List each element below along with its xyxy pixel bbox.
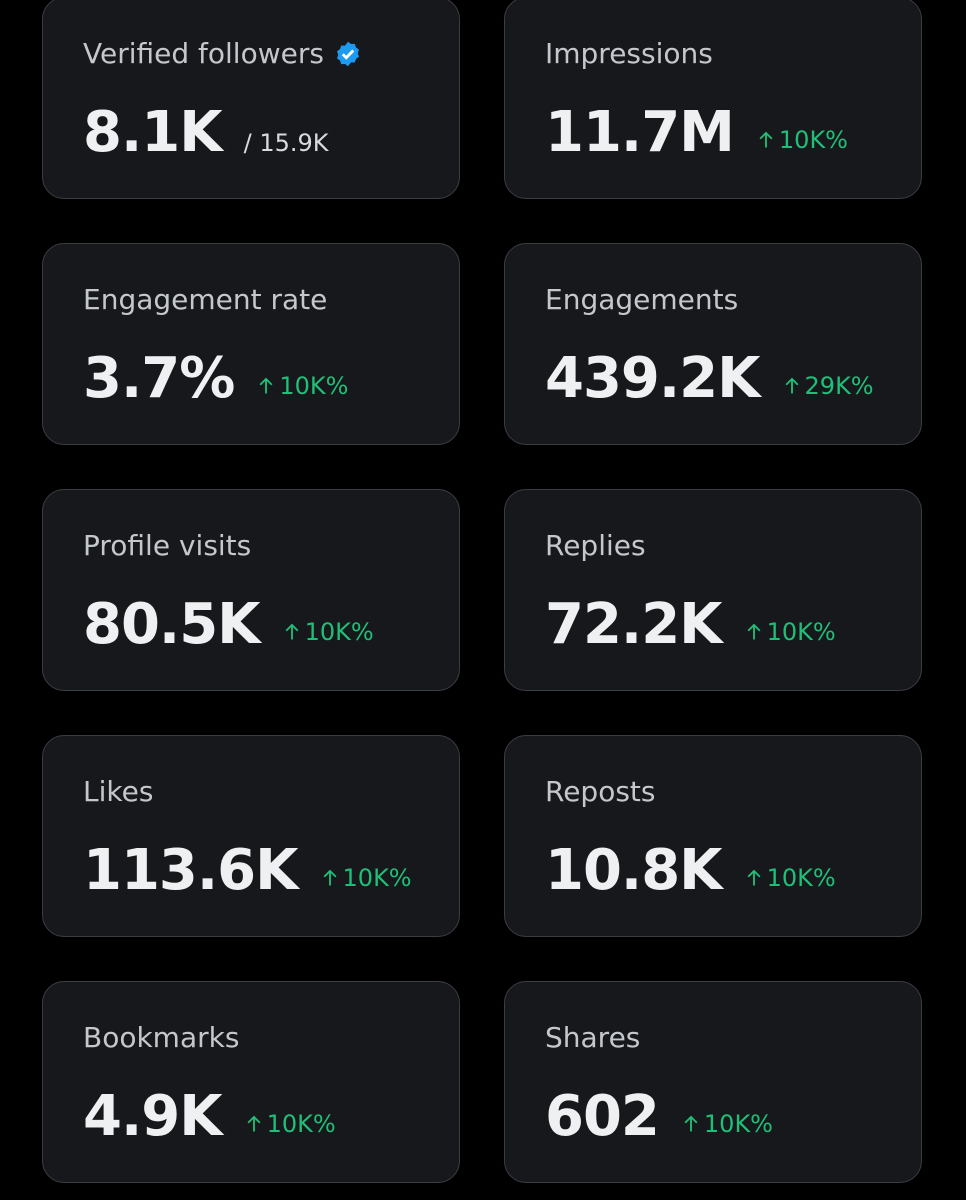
stat-row: 602 10K% <box>545 1084 773 1149</box>
stat-change-text: 29K% <box>804 372 874 400</box>
stat-value: 10.8K <box>545 838 723 903</box>
stat-change: 10K% <box>282 618 374 646</box>
up-arrow-icon <box>323 869 337 886</box>
stat-label-text: Likes <box>83 775 154 808</box>
stat-card: Shares 602 10K% <box>504 981 922 1183</box>
stat-card: Replies 72.2K 10K% <box>504 489 922 691</box>
stat-label-text: Replies <box>545 529 646 562</box>
stat-label: Reposts <box>545 774 655 810</box>
stat-total: / 15.9K <box>243 129 329 157</box>
stat-change: 10K% <box>744 864 836 892</box>
stat-label: Verified followers <box>83 36 362 72</box>
stat-label-text: Engagements <box>545 283 739 316</box>
stat-card: Reposts 10.8K 10K% <box>504 735 922 937</box>
stat-change-text: 10K% <box>279 372 349 400</box>
stat-value: 72.2K <box>545 592 723 657</box>
stat-row: 439.2K 29K% <box>545 346 874 411</box>
stat-change: 10K% <box>756 126 848 154</box>
stat-row: 11.7M 10K% <box>545 100 848 165</box>
stat-label-text: Reposts <box>545 775 656 808</box>
stat-change: 10K% <box>320 864 412 892</box>
stat-value: 11.7M <box>545 100 735 165</box>
up-arrow-icon <box>759 131 773 148</box>
stat-label: Engagement rate <box>83 282 327 318</box>
stat-change-text: 10K% <box>766 864 836 892</box>
stat-label-text: Bookmarks <box>83 1021 240 1054</box>
stat-label: Impressions <box>545 36 713 72</box>
stat-card: Bookmarks 4.9K 10K% <box>42 981 460 1183</box>
stat-value: 3.7% <box>83 346 235 411</box>
stat-row: 8.1K / 15.9K <box>83 100 329 165</box>
stat-change: 10K% <box>744 618 836 646</box>
stat-label: Bookmarks <box>83 1020 239 1056</box>
up-arrow-icon <box>247 1115 261 1132</box>
stat-row: 10.8K 10K% <box>545 838 836 903</box>
stat-label: Profile visits <box>83 528 251 564</box>
stat-change-text: 10K% <box>342 864 412 892</box>
stat-row: 3.7% 10K% <box>83 346 348 411</box>
stat-card: Engagement rate 3.7% 10K% <box>42 243 460 445</box>
stat-label-text: Shares <box>545 1021 641 1054</box>
up-arrow-icon <box>747 869 761 886</box>
up-arrow-icon <box>285 623 299 640</box>
stat-label: Likes <box>83 774 153 810</box>
stat-label-text: Engagement rate <box>83 283 328 316</box>
stat-change-text: 10K% <box>778 126 848 154</box>
up-arrow-icon <box>259 377 273 394</box>
stat-change: 10K% <box>244 1110 336 1138</box>
stat-row: 72.2K 10K% <box>545 592 836 657</box>
stat-change-text: 10K% <box>304 618 374 646</box>
stat-label: Engagements <box>545 282 738 318</box>
stat-row: 113.6K 10K% <box>83 838 412 903</box>
stat-card: Likes 113.6K 10K% <box>42 735 460 937</box>
stat-value: 4.9K <box>83 1084 223 1149</box>
stat-card: Profile visits 80.5K 10K% <box>42 489 460 691</box>
stat-change-text: 10K% <box>766 618 836 646</box>
stat-value: 439.2K <box>545 346 761 411</box>
stat-row: 80.5K 10K% <box>83 592 374 657</box>
stat-change-text: 10K% <box>703 1110 773 1138</box>
verified-badge <box>336 41 359 67</box>
stat-value: 8.1K <box>83 100 223 165</box>
stat-change: 29K% <box>782 372 874 400</box>
stat-label: Replies <box>545 528 646 564</box>
stat-change: 10K% <box>681 1110 773 1138</box>
stat-row: 4.9K 10K% <box>83 1084 336 1149</box>
up-arrow-icon <box>785 377 799 394</box>
stat-card: Impressions 11.7M 10K% <box>504 0 922 199</box>
stat-change-text: 10K% <box>266 1110 336 1138</box>
up-arrow-icon <box>747 623 761 640</box>
stat-label: Shares <box>545 1020 640 1056</box>
stat-card: Engagements 439.2K 29K% <box>504 243 922 445</box>
stat-label-text: Impressions <box>545 37 713 70</box>
stat-change: 10K% <box>256 372 348 400</box>
stat-value: 602 <box>545 1084 660 1149</box>
stat-label-text: Verified followers <box>83 37 324 70</box>
stat-card: Verified followers 8.1K / 15.9K <box>42 0 460 199</box>
stat-label-text: Profile visits <box>83 529 252 562</box>
stat-value: 113.6K <box>83 838 299 903</box>
up-arrow-icon <box>684 1115 698 1132</box>
stat-value: 80.5K <box>83 592 261 657</box>
